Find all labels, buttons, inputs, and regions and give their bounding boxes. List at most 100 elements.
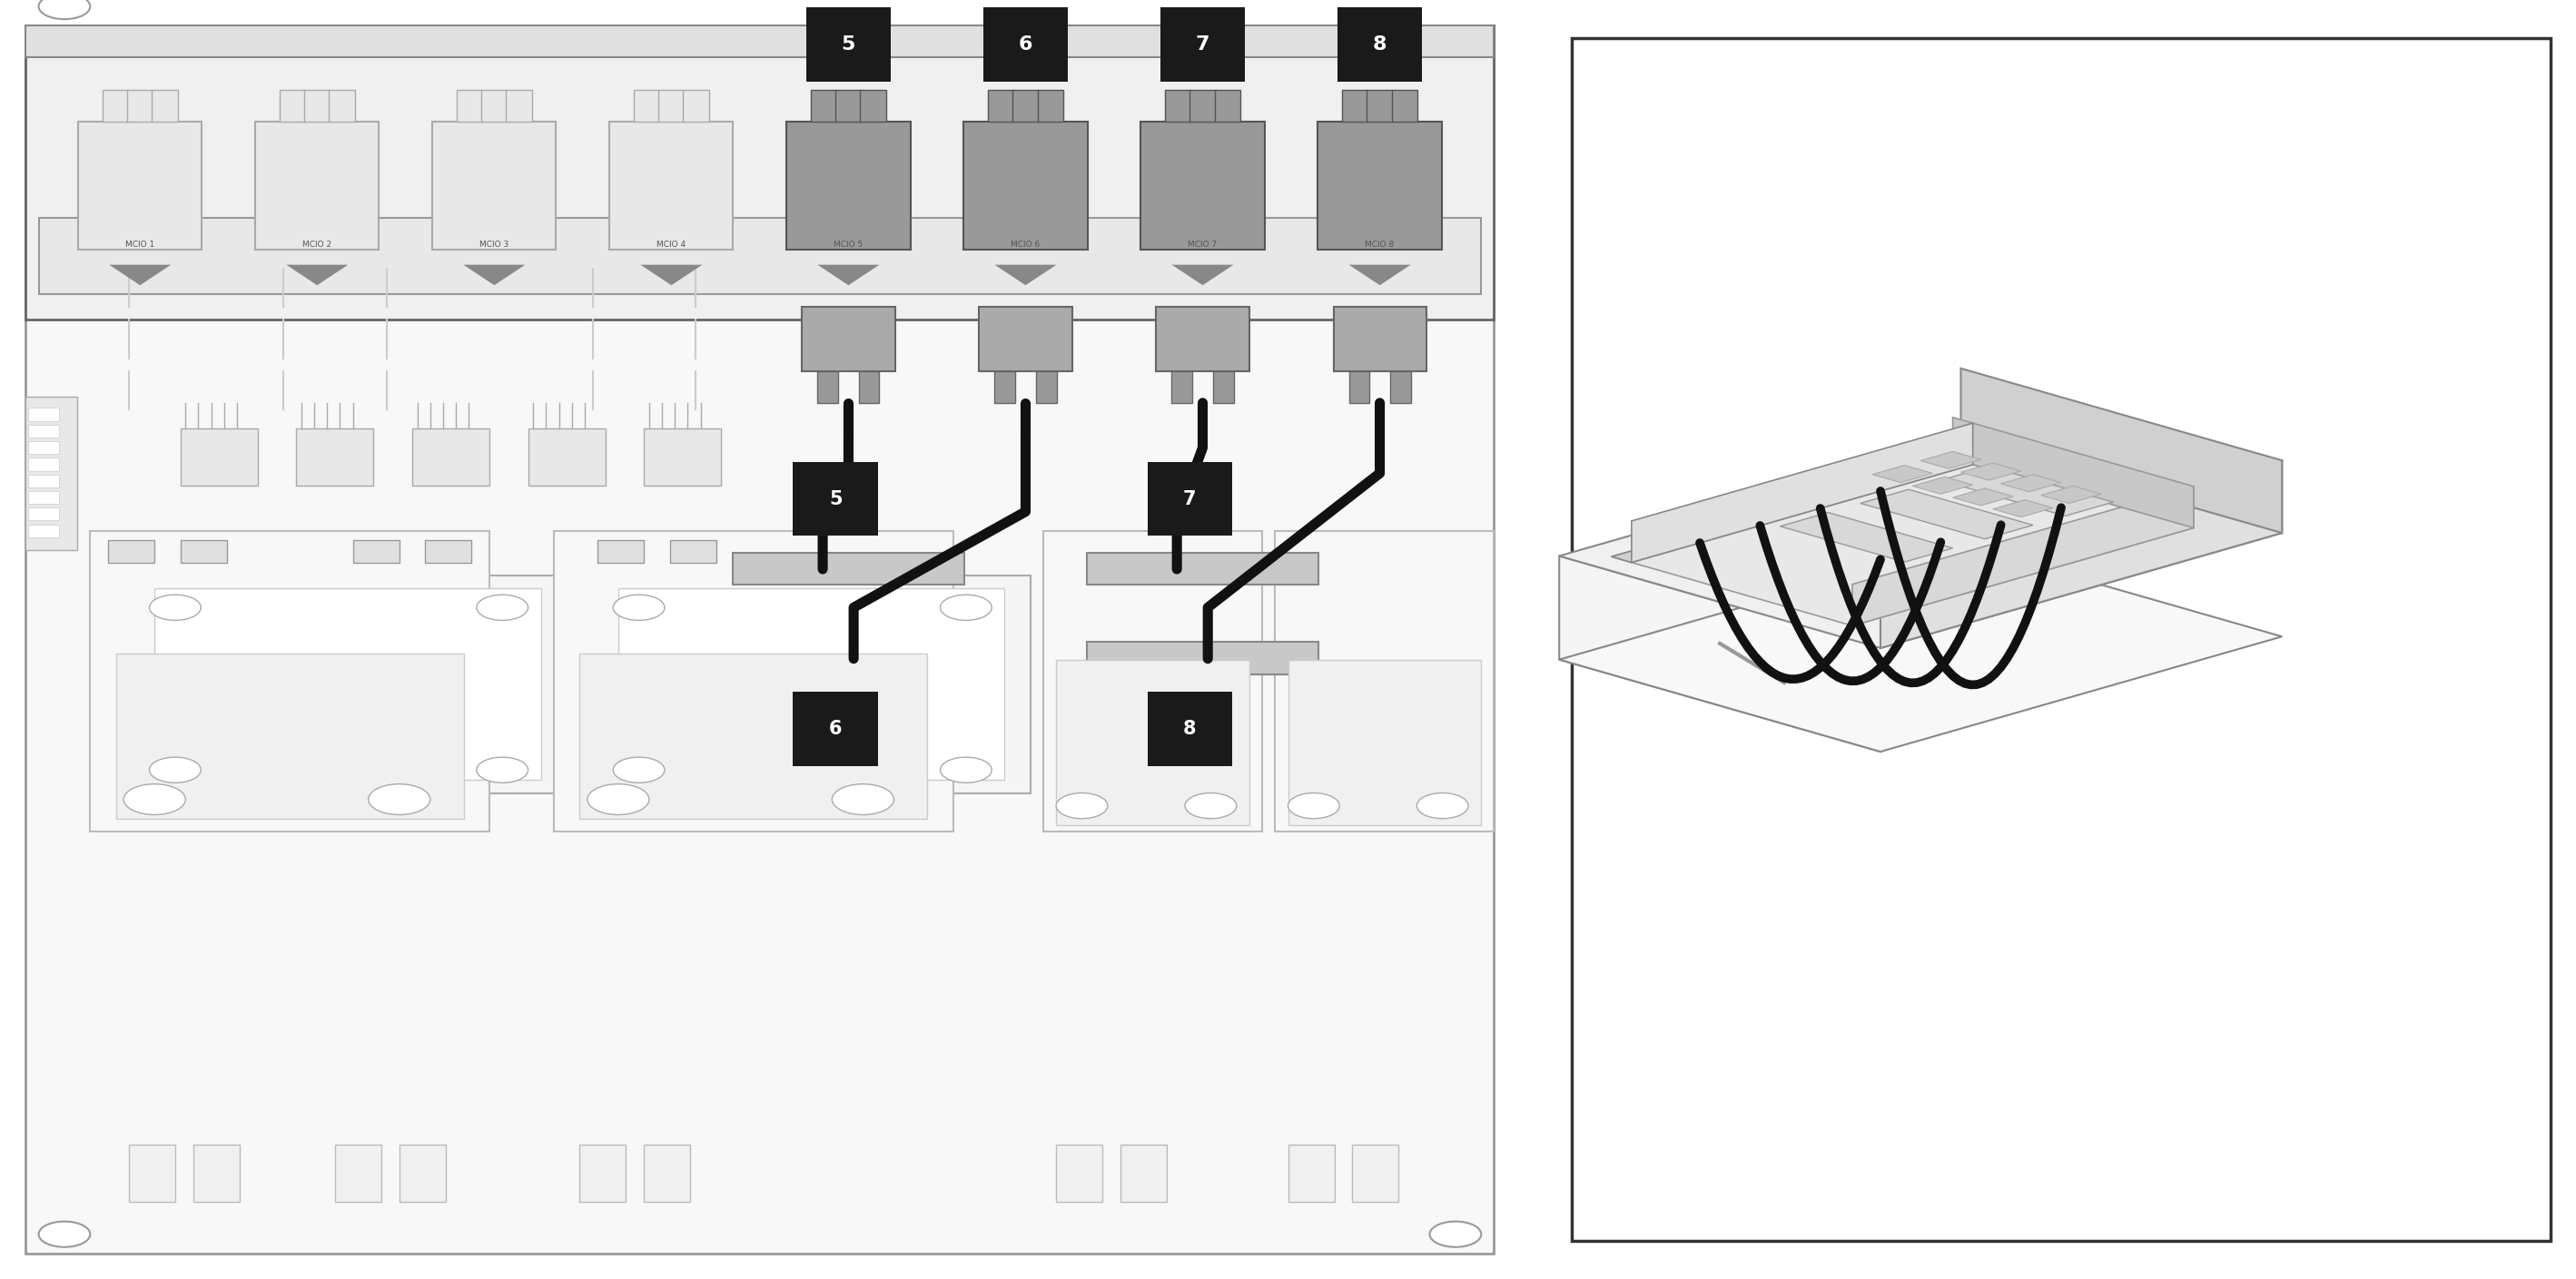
Text: 7: 7 (1195, 36, 1211, 54)
Polygon shape (1172, 265, 1234, 285)
Text: 6: 6 (829, 720, 842, 738)
Polygon shape (108, 265, 170, 285)
Bar (793, 462, 878, 536)
Bar (1172, 371, 1193, 403)
Bar (1571, 38, 2550, 1241)
Polygon shape (1911, 477, 1973, 494)
Bar (193, 1145, 240, 1202)
Bar (1038, 90, 1064, 122)
Bar (1146, 462, 1231, 536)
Polygon shape (1631, 423, 1973, 563)
Bar (129, 1145, 175, 1202)
Bar (1036, 371, 1056, 403)
Polygon shape (1880, 460, 2282, 648)
Bar (90, 531, 489, 831)
Bar (1146, 692, 1231, 766)
Bar (1190, 90, 1216, 122)
Bar (108, 540, 155, 563)
Bar (1087, 553, 1319, 585)
Bar (732, 553, 963, 585)
Circle shape (39, 0, 90, 19)
Bar (860, 90, 886, 122)
Bar (28, 458, 59, 471)
Circle shape (940, 595, 992, 620)
Polygon shape (1860, 490, 2032, 538)
Circle shape (124, 784, 185, 815)
Bar (634, 90, 659, 122)
Bar (659, 90, 685, 122)
Bar (1121, 1145, 1167, 1202)
Bar (39, 217, 1481, 294)
Bar (412, 428, 489, 486)
Polygon shape (1960, 463, 2022, 480)
Bar (26, 26, 1494, 320)
Polygon shape (2040, 486, 2102, 503)
Bar (1350, 371, 1370, 403)
Bar (330, 90, 355, 122)
Polygon shape (1940, 467, 2112, 515)
Bar (1157, 307, 1249, 371)
Bar (1391, 371, 1412, 403)
Polygon shape (1953, 489, 2012, 505)
Circle shape (477, 595, 528, 620)
Bar (77, 122, 201, 249)
Bar (611, 122, 734, 249)
Bar (304, 90, 330, 122)
Circle shape (368, 784, 430, 815)
Bar (1334, 307, 1427, 371)
Polygon shape (1558, 441, 2282, 648)
Bar (425, 540, 471, 563)
Bar (683, 90, 708, 122)
Circle shape (587, 784, 649, 815)
Bar (1288, 660, 1481, 825)
Text: 8: 8 (1373, 36, 1386, 54)
Bar (26, 26, 1494, 1253)
Bar (801, 307, 894, 371)
Bar (963, 122, 1087, 249)
Bar (1056, 1145, 1103, 1202)
Bar (1391, 90, 1417, 122)
Bar (28, 524, 59, 537)
Bar (399, 1145, 446, 1202)
Bar (482, 90, 507, 122)
Bar (353, 540, 399, 563)
Bar (1087, 642, 1319, 674)
Bar (129, 576, 567, 793)
Bar (1056, 660, 1249, 825)
Bar (433, 122, 556, 249)
Bar (1288, 1145, 1334, 1202)
Bar (28, 508, 59, 521)
Bar (1159, 8, 1244, 82)
Bar (1213, 371, 1234, 403)
Text: 6: 6 (1018, 36, 1033, 54)
Bar (644, 1145, 690, 1202)
Bar (505, 90, 531, 122)
Circle shape (940, 757, 992, 783)
Bar (644, 428, 721, 486)
Bar (979, 307, 1072, 371)
Bar (28, 408, 59, 421)
Bar (180, 428, 258, 486)
Polygon shape (2002, 475, 2061, 491)
Bar (1043, 531, 1262, 831)
Polygon shape (1960, 368, 2282, 533)
Bar (1368, 90, 1394, 122)
Bar (618, 588, 1005, 780)
Bar (580, 1145, 626, 1202)
Bar (670, 540, 716, 563)
Bar (296, 428, 374, 486)
Text: MCIO 3: MCIO 3 (479, 240, 510, 248)
Polygon shape (1873, 466, 1932, 482)
Text: MCIO 2: MCIO 2 (301, 240, 332, 248)
Bar (103, 90, 129, 122)
Polygon shape (817, 265, 878, 285)
Bar (1319, 122, 1443, 249)
Bar (786, 122, 909, 249)
Circle shape (149, 595, 201, 620)
Bar (554, 531, 953, 831)
Bar (1275, 531, 1494, 831)
Polygon shape (1350, 265, 1412, 285)
Bar (456, 90, 482, 122)
Bar (180, 540, 227, 563)
Bar (994, 371, 1015, 403)
